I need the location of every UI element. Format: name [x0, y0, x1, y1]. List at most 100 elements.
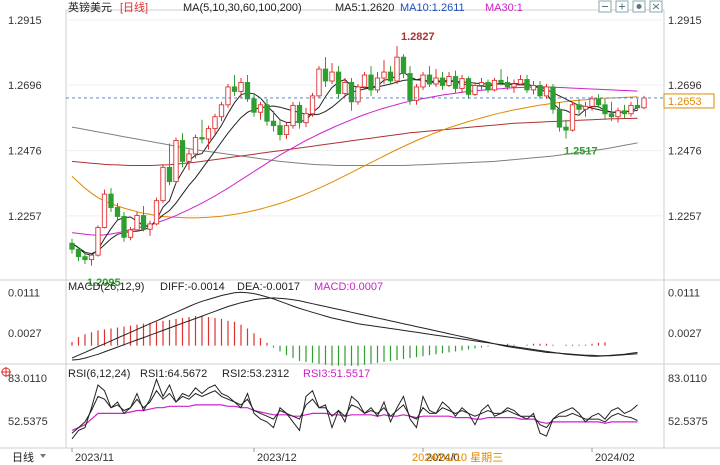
candle-up [433, 77, 439, 85]
period-label[interactable]: [日线] [120, 0, 148, 14]
candle-up [641, 97, 647, 109]
candle-up [511, 83, 517, 88]
candle-up [472, 85, 478, 95]
candle-up [615, 110, 621, 118]
rsi-tick-right: 83.0110 [668, 373, 707, 385]
candle-down [498, 79, 504, 83]
candle-up [238, 82, 244, 92]
period-switch-button[interactable]: 日线 [12, 450, 34, 464]
rsi1-value: RSI1:64.5672 [140, 368, 207, 380]
candle-down [166, 166, 173, 183]
settings-icon[interactable] [649, 0, 663, 13]
candle-up [95, 227, 101, 256]
zoom-out-icon[interactable] [598, 0, 612, 13]
price-tick-left: 1.2915 [8, 15, 42, 27]
candle-down [140, 215, 147, 230]
candle-down [179, 140, 186, 162]
price-tick-right: 1.2915 [668, 15, 702, 27]
ma30-line [71, 86, 638, 236]
ma30-value: MA30:1 [485, 2, 523, 14]
rsi-tick-left: 83.0110 [8, 373, 47, 385]
candle-up [342, 82, 348, 94]
candle-up [329, 71, 335, 82]
candle-down [82, 256, 88, 261]
candle-up [173, 140, 179, 183]
price-tick-left: 1.2257 [8, 211, 42, 223]
candle-down [465, 78, 472, 95]
candle-up [303, 113, 309, 124]
candle-down [576, 104, 582, 110]
rsi1-line [71, 377, 638, 440]
price-tick-left: 1.2476 [8, 146, 42, 158]
ma5-value: MA5:1.2620 [335, 2, 394, 14]
macd-tick-left: 0.0027 [8, 328, 42, 340]
candle-down [621, 110, 628, 115]
date-tooltip: 2024/01/10 星期三 [412, 451, 503, 464]
candle-up [420, 74, 426, 88]
candle-down [602, 104, 608, 115]
candle-down [199, 137, 205, 140]
macd-diff-value: DIFF:-0.0014 [160, 281, 225, 293]
candle-down [270, 120, 277, 127]
ma200-line [71, 126, 638, 166]
candle-up [517, 79, 524, 85]
rsi2-line [71, 389, 638, 434]
ma100-line [71, 117, 638, 166]
candle-up [491, 79, 498, 91]
candle-down [426, 74, 433, 85]
macd-params-label: MACD(26,12,9) [68, 281, 144, 293]
high-price-label: 1.2827 [401, 31, 435, 43]
macd-tick-right: 0.0111 [668, 288, 700, 300]
low-price-label: 1.2095 [87, 277, 121, 289]
candle-down [114, 207, 121, 217]
candle-down [251, 98, 257, 113]
candle-up [316, 68, 322, 97]
candle-up [628, 104, 634, 115]
candle-up [218, 104, 225, 118]
crosshair-icon[interactable] [1, 367, 11, 377]
candle-down [556, 108, 563, 128]
candle-down [75, 248, 82, 258]
zoom-in-icon[interactable] [615, 0, 629, 13]
x-tick-label: 2024/0 [426, 452, 460, 464]
candle-up [309, 95, 316, 115]
ma60-line [71, 96, 638, 219]
rsi3-line [71, 404, 638, 431]
candle-up [153, 200, 160, 225]
rsi-params-label: RSI(6,12,24) [68, 368, 130, 380]
toggle-icon[interactable] [632, 0, 646, 13]
ma-params-label: MA(5,10,30,60,100,200) [183, 2, 302, 14]
macd-tick-left: 0.0111 [8, 288, 40, 300]
candle-up [134, 215, 140, 231]
candle-up [361, 74, 368, 88]
candle-up [225, 86, 231, 106]
macd-diff-line [71, 291, 638, 359]
candle-down [400, 56, 407, 74]
candle-up [543, 86, 550, 97]
candle-up [186, 153, 192, 162]
candle-down [452, 76, 459, 89]
macd-tick-right: 0.0027 [668, 328, 702, 340]
candle-up [374, 77, 381, 91]
ma10-line [71, 79, 638, 255]
candle-up [413, 86, 420, 101]
chevron-down-icon[interactable] [40, 454, 46, 458]
candle-up [283, 125, 290, 136]
candle-down [439, 77, 446, 86]
candle-down [504, 82, 511, 88]
candle-up [355, 86, 361, 103]
candle-down [537, 85, 543, 97]
candle-down [322, 68, 329, 82]
rsi-tick-left: 52.5375 [8, 416, 48, 428]
candle-down [407, 73, 413, 101]
candle-down [264, 104, 270, 122]
candle-up [530, 85, 537, 91]
candle-down [296, 104, 303, 124]
candle-down [69, 242, 75, 250]
candle-down [387, 71, 394, 82]
rsi2-value: RSI2:53.2312 [222, 368, 289, 380]
candle-up [478, 82, 485, 86]
ma5-line [71, 71, 638, 256]
candle-down [608, 113, 615, 118]
